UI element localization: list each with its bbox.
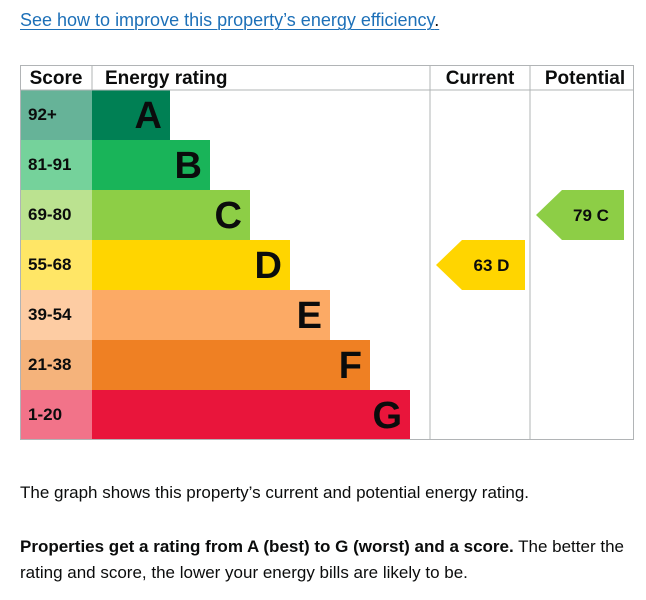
graph-description: The graph shows this property’s current … xyxy=(20,483,530,502)
header-potential: Potential xyxy=(545,68,625,89)
score-range-a: 92+ xyxy=(28,105,57,124)
score-cell-b xyxy=(20,140,92,190)
improve-efficiency-link[interactable]: See how to improve this property’s energ… xyxy=(20,10,439,31)
header-energy-rating: Energy rating xyxy=(105,68,227,89)
energy-rating-graph: 92+ A81-91 B69-80 C55-68 D39-54 E21-38 F1-20 G … xyxy=(20,65,634,440)
score-cell-d xyxy=(20,240,92,290)
rating-explanation-bold: Properties get a rating from A (best) to… xyxy=(20,537,514,556)
rating-bar-g xyxy=(92,390,410,440)
score-range-c: 69-80 xyxy=(28,205,71,224)
rating-letter-g: G xyxy=(372,395,402,437)
current-rating-label: 63 D xyxy=(474,256,510,275)
score-cell-c xyxy=(20,190,92,240)
rating-bar-d xyxy=(92,240,290,290)
potential-rating-arrow xyxy=(536,190,624,240)
rating-bar-f xyxy=(92,340,370,390)
rating-letter-b: B xyxy=(175,145,202,187)
rating-bar-c xyxy=(92,190,250,240)
score-cell-g xyxy=(20,390,92,440)
rating-bands: 92+ A 81-91 B 69-80 C 55-68 D 39-54 E 21-38 F 1-20 G xyxy=(20,90,410,440)
score-range-f: 21-38 xyxy=(28,355,71,374)
rating-letter-c: C xyxy=(215,195,242,237)
score-range-g: 1-20 xyxy=(28,405,62,424)
rating-bar-b xyxy=(92,140,210,190)
link-full-stop: . xyxy=(434,10,440,30)
score-cell-a xyxy=(20,90,92,140)
rating-letter-e: E xyxy=(297,295,322,337)
rating-letter-d: D xyxy=(255,245,282,287)
current-rating-arrow xyxy=(436,240,525,290)
score-range-d: 55-68 xyxy=(28,255,71,274)
energy-rating-chart: 92+ A 81-91 B 69-80 C 55-68 D 39-54 E 21-38 F 1-20 G … xyxy=(20,65,634,440)
rating-markers: 63 D 79 C xyxy=(436,190,624,290)
rating-bar-e xyxy=(92,290,330,340)
header-current: Current xyxy=(446,68,515,89)
rating-letter-f: F xyxy=(339,345,362,387)
potential-rating-label: 79 C xyxy=(573,206,609,225)
score-range-b: 81-91 xyxy=(28,155,71,174)
table-header: Score Energy rating Current Potential xyxy=(30,68,626,89)
score-cell-e xyxy=(20,290,92,340)
score-cell-f xyxy=(20,340,92,390)
rating-letter-a: A xyxy=(135,95,162,137)
score-range-e: 39-54 xyxy=(28,305,72,324)
improve-efficiency-link-text[interactable]: See how to improve this property’s energ… xyxy=(20,10,435,30)
header-score: Score xyxy=(30,68,83,89)
rating-explanation: Properties get a rating from A (best) to… xyxy=(20,534,640,586)
table-grid xyxy=(20,65,634,440)
rating-explanation-rest: The better the rating and score, the low… xyxy=(20,537,624,582)
rating-bar-a xyxy=(92,90,170,140)
